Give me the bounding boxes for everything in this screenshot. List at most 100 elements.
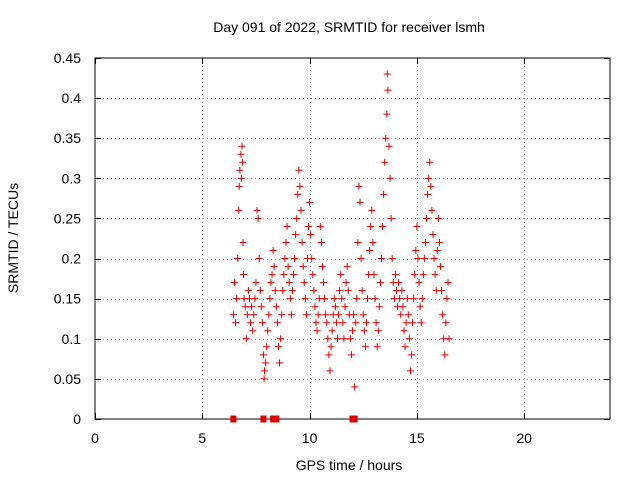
data-point [397, 311, 405, 319]
data-point [372, 319, 380, 327]
data-point [259, 351, 267, 359]
data-point [351, 383, 359, 391]
data-point [296, 182, 304, 190]
data-point [406, 367, 414, 375]
data-point [239, 239, 247, 247]
data-point [255, 255, 263, 263]
data-point [435, 239, 443, 247]
data-point [424, 190, 432, 198]
data-point [314, 311, 322, 319]
zero-point [270, 415, 277, 423]
data-point [359, 311, 367, 319]
data-point [370, 271, 378, 279]
data-point [270, 263, 278, 271]
y-tick-label: 0.1 [62, 331, 82, 347]
data-point [283, 222, 291, 230]
data-point [286, 295, 294, 303]
data-point [276, 359, 284, 367]
data-point [294, 190, 302, 198]
data-point [414, 255, 422, 263]
data-point [241, 303, 249, 311]
x-tick-labels: 0 5 10 15 20 [91, 430, 532, 446]
data-point [399, 303, 407, 311]
data-point [282, 239, 290, 247]
data-point [387, 214, 395, 222]
data-point [261, 367, 269, 375]
data-point [349, 327, 356, 335]
data-point [330, 295, 338, 303]
data-point [434, 214, 442, 222]
data-point [333, 335, 341, 343]
y-axis-label: SRMTID / TECUs [5, 183, 21, 293]
data-point [384, 86, 392, 94]
data-point [391, 271, 399, 279]
grid-lines [95, 58, 610, 419]
zero-point [260, 415, 267, 423]
data-point [428, 206, 436, 214]
data-point [401, 343, 409, 351]
data-point [244, 287, 252, 295]
data-point [417, 319, 425, 327]
data-point [301, 295, 309, 303]
data-point [420, 255, 428, 263]
x-tick-label: 0 [91, 430, 99, 446]
data-point [361, 343, 369, 351]
data-point [309, 271, 317, 279]
data-point [423, 214, 431, 222]
data-point [376, 279, 384, 287]
data-point [233, 295, 241, 303]
data-point [408, 351, 416, 359]
data-point [373, 343, 381, 351]
data-point [268, 271, 276, 279]
data-point [323, 319, 331, 327]
data-point [308, 255, 316, 263]
data-point [360, 327, 368, 335]
data-point [375, 303, 383, 311]
data-point [436, 263, 444, 271]
data-point [327, 343, 335, 351]
data-point [395, 279, 403, 287]
data-point [273, 319, 281, 327]
data-point [341, 303, 349, 311]
data-point [293, 214, 301, 222]
data-point [243, 311, 251, 319]
data-point [281, 255, 289, 263]
data-point [444, 279, 452, 287]
data-point [298, 239, 306, 247]
y-tick-labels: 0 0.05 0.1 0.15 0.2 0.25 0.3 0.35 0.4 0.45 [54, 50, 81, 427]
data-point [234, 255, 242, 263]
data-point [250, 311, 258, 319]
data-point [279, 287, 287, 295]
data-point [430, 255, 438, 263]
data-point [262, 359, 270, 367]
data-point [297, 206, 305, 214]
data-point [366, 247, 374, 255]
data-point [383, 110, 391, 118]
data-point [403, 295, 411, 303]
zero-point [273, 415, 280, 423]
data-point [328, 327, 336, 335]
data-point [362, 319, 370, 327]
y-tick-label: 0.25 [54, 210, 81, 226]
data-point [404, 311, 412, 319]
data-point [310, 287, 318, 295]
data-point [235, 182, 243, 190]
data-point [254, 214, 262, 222]
data-point [237, 150, 245, 158]
data-point [367, 222, 375, 230]
y-tick-label: 0 [73, 411, 81, 427]
data-point [235, 206, 243, 214]
data-point [299, 263, 307, 271]
data-point [338, 295, 346, 303]
data-point [386, 174, 394, 182]
data-point [316, 222, 324, 230]
data-point [339, 319, 347, 327]
data-point [343, 263, 351, 271]
data-point [382, 134, 390, 142]
data-point [442, 319, 450, 327]
data-point [409, 319, 417, 327]
data-point [312, 319, 320, 327]
data-point [438, 287, 446, 295]
data-point [232, 319, 240, 327]
